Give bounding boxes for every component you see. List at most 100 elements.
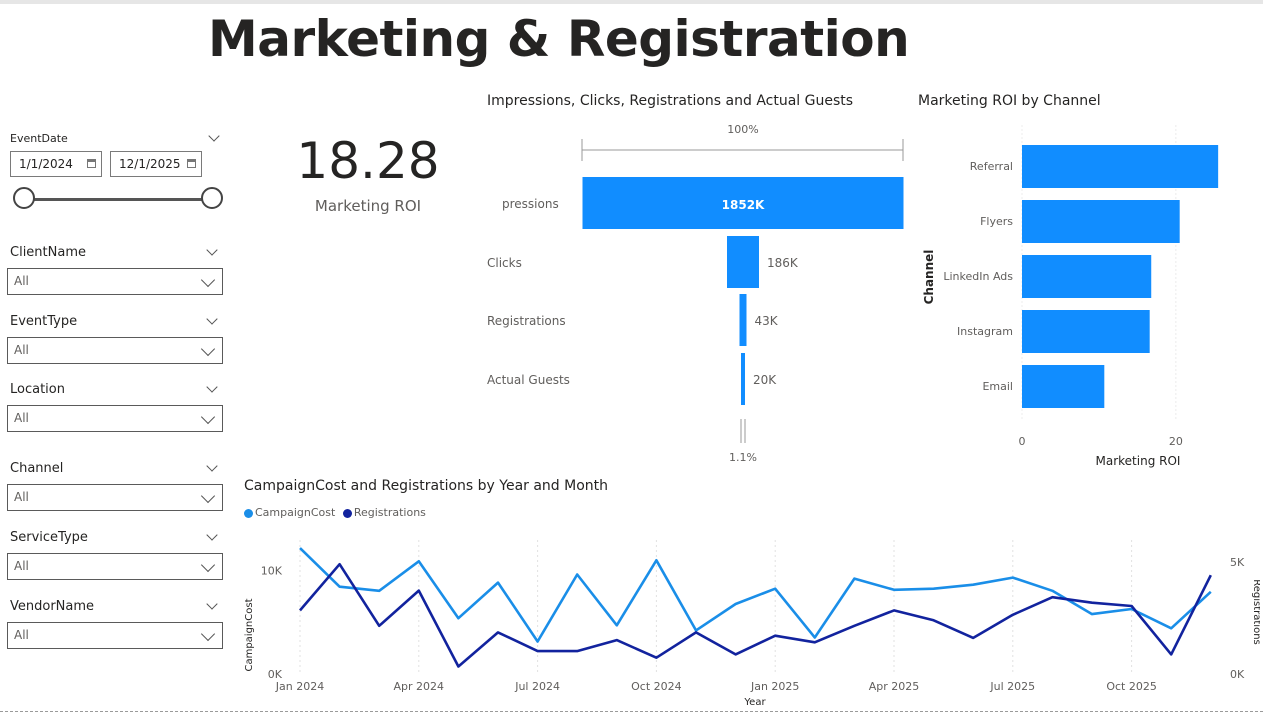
roi-x-tick-label: 20 [1169, 435, 1183, 448]
line-x-tick-label: Oct 2025 [1106, 680, 1157, 693]
bottom-border [0, 711, 1263, 712]
location-dropdown[interactable]: All [7, 405, 223, 432]
line-x-tick-label: Jul 2025 [989, 680, 1035, 693]
line-chart[interactable]: Jan 2024 Apr 2024 Jul 2024 Oct 2024 Jan 2025… [240, 530, 1260, 710]
funnel-value-label: 43K [755, 314, 779, 328]
legend-dot [342, 508, 352, 518]
chevron-down-icon[interactable] [200, 488, 216, 504]
line-chart-legend: CampaignCost Registrations [244, 506, 430, 519]
roi-category-label: Flyers [980, 215, 1013, 228]
eventtype-slicer-title: EventType [10, 314, 78, 329]
vendorname-dropdown[interactable]: All [7, 622, 223, 649]
funnel-bar[interactable] [582, 177, 904, 229]
line-x-tick-label: Apr 2024 [394, 680, 445, 693]
chevron-down-icon[interactable] [206, 244, 218, 256]
dropdown-value: All [14, 411, 29, 425]
start-date-value: 1/1/2024 [19, 157, 73, 171]
date-range-slider[interactable] [24, 198, 212, 201]
line-series-campaigncost[interactable] [299, 547, 1212, 643]
chevron-down-icon[interactable] [206, 598, 218, 610]
funnel-bar[interactable] [741, 353, 745, 405]
servicetype-slicer-title: ServiceType [10, 530, 88, 545]
start-date-input[interactable]: 1/1/2024 [10, 151, 102, 177]
chevron-down-icon[interactable] [206, 529, 218, 541]
funnel-value-label: 186K [767, 256, 799, 270]
kpi-value: 18.28 [296, 132, 440, 190]
line-x-tick-label: Apr 2025 [869, 680, 920, 693]
funnel-value-label: 20K [753, 373, 777, 387]
legend-item-campaigncost[interactable]: CampaignCost [244, 506, 335, 519]
funnel-category-label: pressions [502, 197, 559, 211]
line-x-tick-label: Jul 2024 [514, 680, 560, 693]
line-chart-title: CampaignCost and Registrations by Year a… [244, 478, 609, 494]
vendorname-slicer-title: VendorName [10, 599, 95, 614]
end-date-input[interactable]: 12/1/2025 [110, 151, 202, 177]
chevron-down-icon[interactable] [206, 460, 218, 472]
dropdown-value: All [14, 274, 29, 288]
funnel-category-label: Clicks [487, 256, 522, 270]
legend-dot [244, 508, 253, 518]
dropdown-value: All [14, 490, 29, 504]
eventdate-slicer-label: EventDate [10, 132, 68, 145]
calendar-icon[interactable] [87, 159, 96, 168]
slider-start-handle[interactable] [13, 187, 35, 209]
kpi-label: Marketing ROI [314, 197, 422, 215]
line-y-axis-title: CampaignCost [244, 598, 255, 671]
chevron-down-icon[interactable] [200, 272, 216, 288]
dropdown-value: All [14, 628, 29, 642]
chevron-down-icon[interactable] [200, 557, 216, 573]
funnel-top-percent: 100% [727, 123, 758, 136]
funnel-category-label: Registrations [487, 314, 566, 328]
roi-chart-title: Marketing ROI by Channel [918, 93, 1101, 109]
chevron-down-icon[interactable] [200, 341, 216, 357]
channel-dropdown[interactable]: All [7, 484, 223, 511]
funnel-category-label: Actual Guests [487, 373, 570, 387]
end-date-value: 12/1/2025 [119, 157, 181, 171]
roi-x-tick-label: 0 [1019, 435, 1026, 448]
funnel-value-label: 1852K [722, 198, 765, 212]
servicetype-dropdown[interactable]: All [7, 553, 223, 580]
top-border [0, 0, 1263, 4]
line-x-tick-label: Jan 2025 [750, 680, 799, 693]
location-slicer-title: Location [10, 382, 65, 397]
chevron-down-icon[interactable] [206, 381, 218, 393]
line-y2-tick-label: 5K [1230, 556, 1245, 569]
dropdown-value: All [14, 343, 29, 357]
roi-category-label: Email [982, 380, 1013, 393]
roi-bar[interactable] [1022, 200, 1180, 243]
line-y-tick-label: 10K [261, 564, 283, 577]
roi-bar[interactable] [1022, 365, 1105, 408]
clientname-slicer-title: ClientName [10, 245, 86, 260]
line-y2-tick-label: 0K [1230, 668, 1245, 681]
dropdown-value: All [14, 559, 29, 573]
chevron-down-icon[interactable] [206, 313, 218, 325]
legend-item-registrations[interactable]: Registrations [342, 506, 426, 519]
line-x-tick-label: Oct 2024 [631, 680, 682, 693]
line-x-axis-title: Year [743, 697, 766, 708]
calendar-icon[interactable] [187, 159, 196, 168]
eventtype-dropdown[interactable]: All [7, 337, 223, 364]
line-x-tick-label: Jan 2024 [275, 680, 324, 693]
chevron-down-icon[interactable] [208, 130, 220, 142]
roi-bar[interactable] [1022, 255, 1152, 298]
roi-y-axis-title: Channel [922, 250, 936, 305]
funnel-bar[interactable] [727, 236, 759, 288]
funnel-chart[interactable]: 100% pressions 1852K Clicks 186K Registratio… [480, 115, 910, 470]
roi-bar-chart[interactable]: 0 20 Referral Flyers LinkedIn Ads Instagram E… [910, 115, 1260, 475]
roi-category-label: LinkedIn Ads [943, 270, 1013, 283]
line-y2-axis-title: Registrations [1251, 579, 1260, 645]
roi-bar[interactable] [1022, 145, 1219, 188]
roi-category-label: Instagram [957, 325, 1013, 338]
page-title: Marketing & Registration [208, 10, 910, 68]
funnel-chart-title: Impressions, Clicks, Registrations and A… [487, 93, 854, 109]
funnel-bottom-percent: 1.1% [729, 451, 757, 464]
chevron-down-icon[interactable] [200, 409, 216, 425]
funnel-bar[interactable] [739, 294, 747, 346]
roi-bar[interactable] [1022, 310, 1150, 353]
roi-category-label: Referral [970, 160, 1013, 173]
slider-end-handle[interactable] [201, 187, 223, 209]
clientname-dropdown[interactable]: All [7, 268, 223, 295]
legend-label: CampaignCost [255, 506, 336, 519]
chevron-down-icon[interactable] [200, 626, 216, 642]
line-series-registrations[interactable] [299, 562, 1212, 668]
